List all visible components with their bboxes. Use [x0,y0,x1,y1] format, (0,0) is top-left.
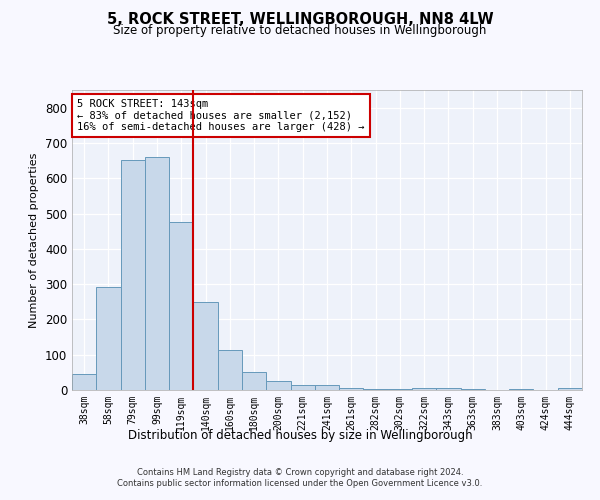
Bar [412,388,436,390]
Bar [145,157,169,390]
Text: 5, ROCK STREET, WELLINGBOROUGH, NN8 4LW: 5, ROCK STREET, WELLINGBOROUGH, NN8 4LW [107,12,493,28]
Bar [266,381,290,390]
Bar [193,302,218,390]
Bar [242,372,266,390]
Bar [339,388,364,390]
Text: Size of property relative to detached houses in Wellingborough: Size of property relative to detached ho… [113,24,487,37]
Y-axis label: Number of detached properties: Number of detached properties [29,152,40,328]
Bar [169,222,193,390]
Text: Distribution of detached houses by size in Wellingborough: Distribution of detached houses by size … [128,428,472,442]
Bar [315,386,339,390]
Bar [72,374,96,390]
Bar [96,288,121,390]
Text: Contains public sector information licensed under the Open Government Licence v3: Contains public sector information licen… [118,480,482,488]
Bar [436,388,461,390]
Text: Contains HM Land Registry data © Crown copyright and database right 2024.: Contains HM Land Registry data © Crown c… [137,468,463,477]
Bar [558,388,582,390]
Text: 5 ROCK STREET: 143sqm
← 83% of detached houses are smaller (2,152)
16% of semi-d: 5 ROCK STREET: 143sqm ← 83% of detached … [77,99,365,132]
Bar [290,385,315,390]
Bar [121,160,145,390]
Bar [218,350,242,390]
